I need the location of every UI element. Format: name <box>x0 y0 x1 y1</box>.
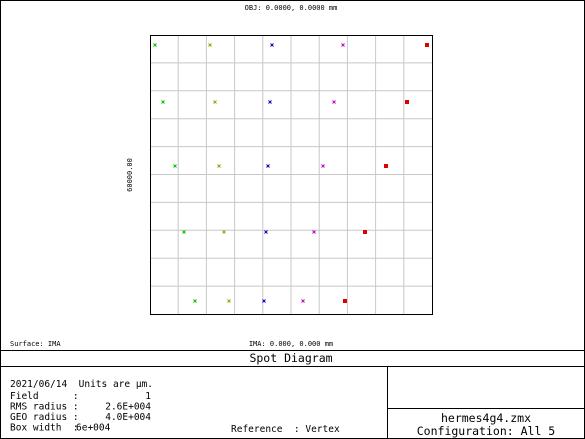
row-label: Field : <box>10 391 79 402</box>
spot-mark <box>301 299 305 303</box>
spot-mark <box>270 43 274 47</box>
spot-mark <box>341 43 345 47</box>
row-value: 4.0E+004 <box>105 412 151 423</box>
row-value: 1 <box>145 391 151 402</box>
spot <box>161 100 165 104</box>
spot-mark <box>193 299 197 303</box>
file-name: hermes4g4.zmx <box>441 411 531 425</box>
spot-mark <box>321 164 325 168</box>
surface-label: Surface: IMA <box>10 340 61 348</box>
spot-mark <box>222 230 226 234</box>
spot-mark <box>264 230 268 234</box>
spot <box>208 43 212 47</box>
spot-mark <box>217 164 221 168</box>
spot <box>332 100 336 104</box>
row-label: Box width : <box>10 423 79 434</box>
spot-mark <box>312 230 316 234</box>
row-label: GEO radius : <box>10 412 79 423</box>
spot <box>384 164 388 168</box>
spot-mark <box>405 100 409 104</box>
scale-label: 60000.00 <box>126 158 134 192</box>
spot <box>312 230 316 234</box>
spot <box>262 299 266 303</box>
configuration: Configuration: All 5 <box>417 424 555 438</box>
spot <box>153 43 157 47</box>
spot-mark <box>213 100 217 104</box>
spot-mark <box>332 100 336 104</box>
spot <box>341 43 345 47</box>
spot-mark <box>425 43 429 47</box>
spot-mark <box>268 100 272 104</box>
ima-label: IMA: 0.000, 0.000 mm <box>249 340 333 348</box>
obj-label: OBJ: 0.0000, 0.0000 mm <box>245 4 338 12</box>
spot-mark <box>343 299 347 303</box>
plot-box <box>150 35 433 315</box>
spot-mark <box>384 164 388 168</box>
spot <box>343 299 347 303</box>
spot <box>405 100 409 104</box>
spot-mark <box>266 164 270 168</box>
row-value: 2.6E+004 <box>105 402 151 413</box>
spot <box>363 230 367 234</box>
spot <box>266 164 270 168</box>
spot <box>425 43 429 47</box>
spot-mark <box>227 299 231 303</box>
spot <box>213 100 217 104</box>
info-rows: Field : 1 RMS radius : 2.6E+004 GEO radius :… <box>10 391 151 434</box>
spot-mark <box>173 164 177 168</box>
title: Spot Diagram <box>249 351 332 365</box>
spot-mark <box>153 43 157 47</box>
spot <box>193 299 197 303</box>
spot <box>217 164 221 168</box>
spot <box>264 230 268 234</box>
spot <box>268 100 272 104</box>
spot <box>222 230 226 234</box>
spot <box>270 43 274 47</box>
row-value: 6e+004 <box>76 423 111 434</box>
spot-mark <box>262 299 266 303</box>
spot <box>227 299 231 303</box>
row-label: RMS radius : <box>10 402 79 413</box>
spot-mark <box>161 100 165 104</box>
plot <box>150 35 433 315</box>
reference: Reference : Vertex <box>231 424 340 435</box>
spot <box>301 299 305 303</box>
spot <box>321 164 325 168</box>
info-line: 2021/06/14 Units are µm. <box>10 379 153 390</box>
spot <box>182 230 186 234</box>
spot-mark <box>182 230 186 234</box>
spot <box>173 164 177 168</box>
spot-mark <box>363 230 367 234</box>
spot-mark <box>208 43 212 47</box>
